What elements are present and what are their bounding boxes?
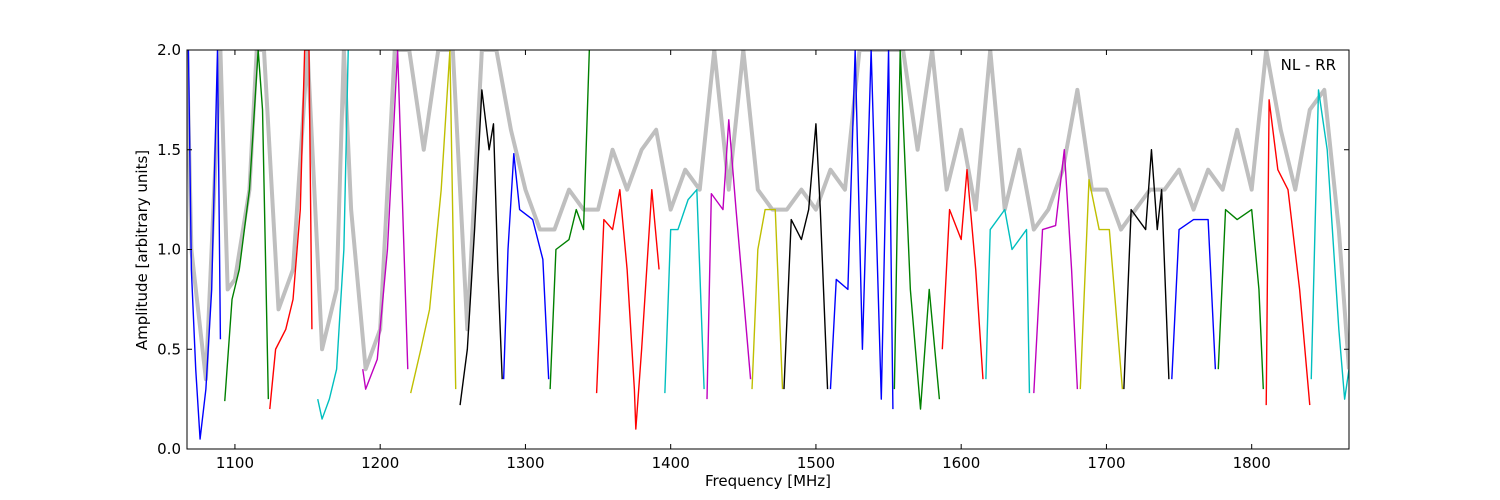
y-tick-label: 0.5 (157, 340, 181, 358)
series-line (985, 208, 1031, 394)
series-line (751, 208, 784, 390)
series-line (595, 188, 660, 430)
x-tick-label: 1600 (942, 454, 980, 472)
x-tick-label: 1400 (652, 454, 690, 472)
y-tick-label: 2.0 (157, 41, 181, 59)
series-line (706, 119, 752, 400)
series-line (1171, 218, 1217, 380)
x-tick-label: 1300 (506, 454, 544, 472)
series-line (829, 50, 894, 410)
x-tick-label: 1800 (1233, 454, 1271, 472)
series-line (1123, 149, 1170, 390)
series-line (1217, 208, 1264, 390)
series-line (269, 50, 313, 410)
x-tick-label: 1100 (216, 454, 254, 472)
series-line (1265, 99, 1311, 406)
series-line (893, 50, 941, 410)
y-tick-label: 1.0 (157, 241, 181, 259)
x-axis-label: Frequency [MHz] (705, 472, 831, 490)
series-line (1310, 89, 1349, 400)
y-axis-label: Amplitude [arbitrary units] (133, 150, 151, 350)
series-line (783, 123, 829, 390)
series-line (1033, 149, 1079, 394)
y-tick-label: 0.0 (157, 440, 181, 458)
series-line (224, 50, 270, 402)
series-line (502, 153, 550, 380)
series-line (410, 50, 457, 394)
series-line (187, 50, 1349, 382)
x-tick-label: 1200 (361, 454, 399, 472)
series-line (549, 50, 591, 390)
series-line (187, 50, 222, 440)
series-line (459, 89, 503, 406)
series-line (941, 169, 984, 380)
x-tick-label: 1700 (1087, 454, 1125, 472)
series-line (1079, 178, 1124, 390)
series-line (664, 188, 705, 394)
annotation: NL - RR (1281, 56, 1336, 74)
series-line (317, 50, 349, 420)
plot-area (187, 50, 1349, 440)
y-tick-label: 1.5 (157, 141, 181, 159)
series-line (362, 50, 409, 390)
x-tick-label: 1500 (797, 454, 835, 472)
